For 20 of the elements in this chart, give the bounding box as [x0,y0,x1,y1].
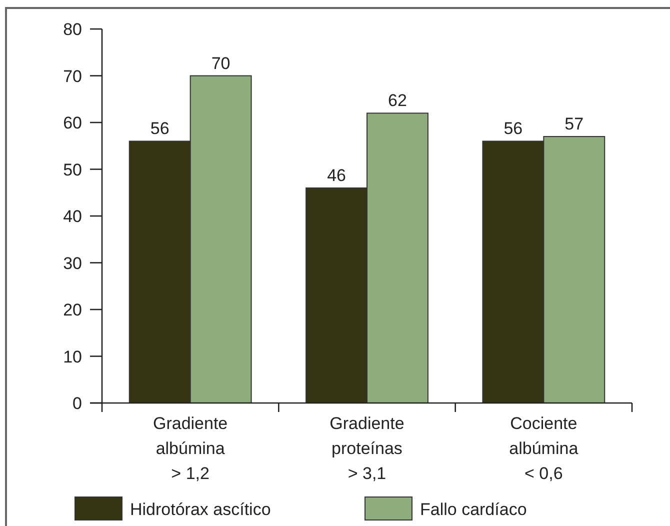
y-tick-label: 50 [63,160,82,180]
legend-label: Hidrotórax ascítico [130,500,271,519]
data-label: 46 [327,166,346,185]
y-tick-label: 10 [63,347,82,366]
y-tick-label: 40 [63,207,82,226]
y-tick-label: 60 [63,114,82,132]
x-tick-label: Gradiente albúmina > 1,2 [152,414,228,483]
data-label: 62 [388,91,407,110]
data-label: 56 [150,119,170,138]
data-label: 57 [564,114,584,134]
y-tick-label: 0 [72,394,82,413]
y-tick-label: 70 [63,66,82,86]
y-tick-label: 20 [63,300,82,320]
data-label: 56 [504,119,523,138]
y-tick-label: 30 [63,254,82,273]
x-tick-label: Cociente albúmina < 0,6 [509,414,579,483]
y-tick-label: 80 [63,20,82,39]
x-tick-label: Gradiente proteínas > 3,1 [330,414,404,483]
data-label: 70 [211,54,230,73]
legend-label: Fallo cardíaco [420,500,527,519]
